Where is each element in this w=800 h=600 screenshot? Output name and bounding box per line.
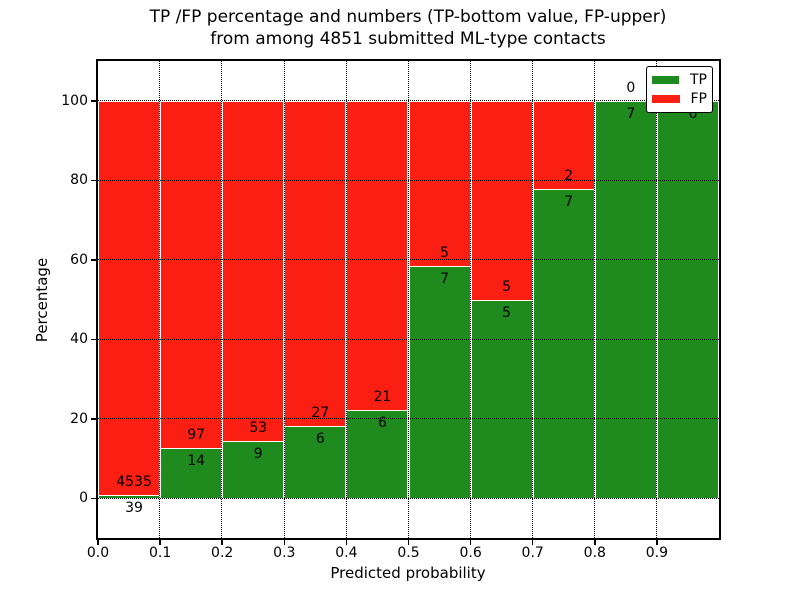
tick-x-0.3 (283, 540, 286, 545)
plot-area: 4535 39 97 14 53 9 27 6 21 6 5 7 5 5 2 7 0 7 6 TP FP (96, 59, 721, 540)
count-label-fp-bin2: 53 (249, 419, 268, 436)
tick-label-x-0.8: 0.8 (583, 545, 606, 561)
legend-item-fp: FP (652, 92, 707, 106)
tick-label-x-0.2: 0.2 (211, 545, 234, 561)
legend-label-fp: FP (690, 91, 708, 108)
legend: TP FP (646, 66, 713, 113)
count-label-tp-bin3: 6 (315, 430, 325, 447)
count-label-fp-bin4: 21 (373, 388, 392, 405)
tick-label-y-80: 80 (70, 172, 88, 189)
tick-label-x-0.4: 0.4 (335, 545, 358, 561)
tick-y-80 (91, 179, 96, 181)
legend-label-tp: TP (690, 71, 707, 88)
legend-item-tp: TP (652, 73, 707, 87)
tick-label-x-0.5: 0.5 (397, 545, 420, 561)
chart-title-line1: TP /FP percentage and numbers (TP-bottom… (149, 7, 667, 27)
tick-label-y-60: 60 (70, 251, 88, 268)
bar-tp-bin9 (656, 100, 719, 499)
bar-tp-bin6 (470, 299, 533, 499)
tick-label-x-0.7: 0.7 (521, 545, 544, 561)
count-label-tp-bin6: 5 (502, 304, 512, 321)
tick-x-0.1 (159, 540, 161, 545)
count-label-fp-bin6: 5 (502, 278, 512, 295)
y-axis-label: Percentage (33, 257, 51, 343)
tick-x-0.7 (531, 540, 534, 545)
chart-title-line2: from among 4851 submitted ML-type contac… (210, 29, 606, 49)
tick-y-0 (91, 497, 96, 499)
annotations-layer: 4535 39 97 14 53 9 27 6 21 6 5 7 5 5 2 7 0 7 6 (98, 61, 719, 538)
tick-y-20 (91, 418, 96, 420)
tp-swatch-icon (652, 75, 679, 84)
tick-x-0.6 (469, 540, 472, 545)
count-label-fp-bin8: 0 (626, 79, 636, 96)
bars-layer (98, 61, 719, 538)
bar-fp-bin6 (470, 100, 533, 300)
count-label-tp-bin0: 39 (125, 499, 143, 516)
tick-label-x-0.0: 0.0 (86, 545, 110, 561)
count-label-tp-bin9: 6 (688, 105, 698, 122)
tick-x-0.9 (656, 540, 658, 545)
count-label-fp-bin7: 2 (564, 168, 574, 185)
count-label-fp-bin1: 97 (187, 427, 206, 444)
tick-label-y-0: 0 (79, 490, 88, 507)
tick-y-60 (91, 259, 96, 261)
bar-tp-bin2 (222, 440, 285, 499)
tick-x-0.0 (97, 540, 99, 545)
count-label-tp-bin7: 7 (564, 194, 574, 211)
chart-title: TP /FP percentage and numbers (TP-bottom… (0, 6, 800, 50)
tick-x-0.2 (221, 540, 223, 545)
tick-label-y-40: 40 (70, 331, 88, 348)
bar-fp-bin0 (98, 100, 161, 495)
bar-fp-bin2 (222, 100, 285, 441)
x-axis-label: Predicted probability (330, 564, 486, 582)
tick-label-x-0.9: 0.9 (645, 545, 669, 561)
count-label-tp-bin8: 7 (626, 105, 636, 122)
count-label-tp-bin5: 7 (440, 271, 450, 288)
tick-label-y-100: 100 (61, 92, 88, 109)
tick-y-100 (91, 100, 96, 102)
tick-label-x-0.6: 0.6 (459, 545, 482, 561)
tick-x-0.8 (594, 540, 596, 545)
count-label-fp-bin3: 27 (311, 404, 330, 421)
bar-fp-bin7 (532, 100, 595, 190)
count-label-fp-bin0: 4535 (116, 473, 152, 490)
count-label-tp-bin4: 6 (377, 414, 387, 431)
tick-x-0.4 (345, 540, 348, 545)
fp-swatch-icon (652, 95, 680, 104)
tick-label-x-0.3: 0.3 (273, 545, 296, 561)
tick-x-0.5 (407, 540, 410, 545)
tick-y-40 (91, 338, 96, 340)
count-label-fp-bin5: 5 (440, 245, 450, 262)
bar-fp-bin4 (346, 100, 409, 410)
tick-label-y-20: 20 (70, 410, 88, 427)
bar-tp-bin4 (346, 409, 409, 499)
count-label-tp-bin2: 9 (253, 445, 263, 462)
bar-tp-bin1 (160, 448, 223, 499)
tick-label-x-0.1: 0.1 (148, 545, 172, 561)
count-label-tp-bin1: 14 (187, 453, 206, 470)
